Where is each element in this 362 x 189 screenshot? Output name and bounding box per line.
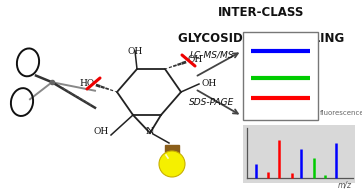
Text: N: N — [146, 127, 154, 136]
Text: fluorescence: fluorescence — [320, 110, 362, 116]
Text: OH: OH — [187, 56, 202, 64]
Circle shape — [159, 151, 185, 177]
Bar — [243, 32, 318, 120]
Text: m/z: m/z — [338, 180, 352, 189]
Text: OH: OH — [94, 127, 109, 136]
Text: HO: HO — [80, 78, 95, 88]
Bar — [165, 145, 179, 153]
Text: OH: OH — [127, 47, 143, 56]
Bar — [243, 125, 355, 183]
Text: GLYCOSIDASE PROFILING: GLYCOSIDASE PROFILING — [177, 32, 344, 45]
Text: OH: OH — [201, 78, 216, 88]
Text: SDS-PAGE: SDS-PAGE — [189, 98, 235, 107]
Text: INTER-CLASS: INTER-CLASS — [218, 6, 304, 19]
Text: LC-MS/MS: LC-MS/MS — [190, 50, 234, 59]
